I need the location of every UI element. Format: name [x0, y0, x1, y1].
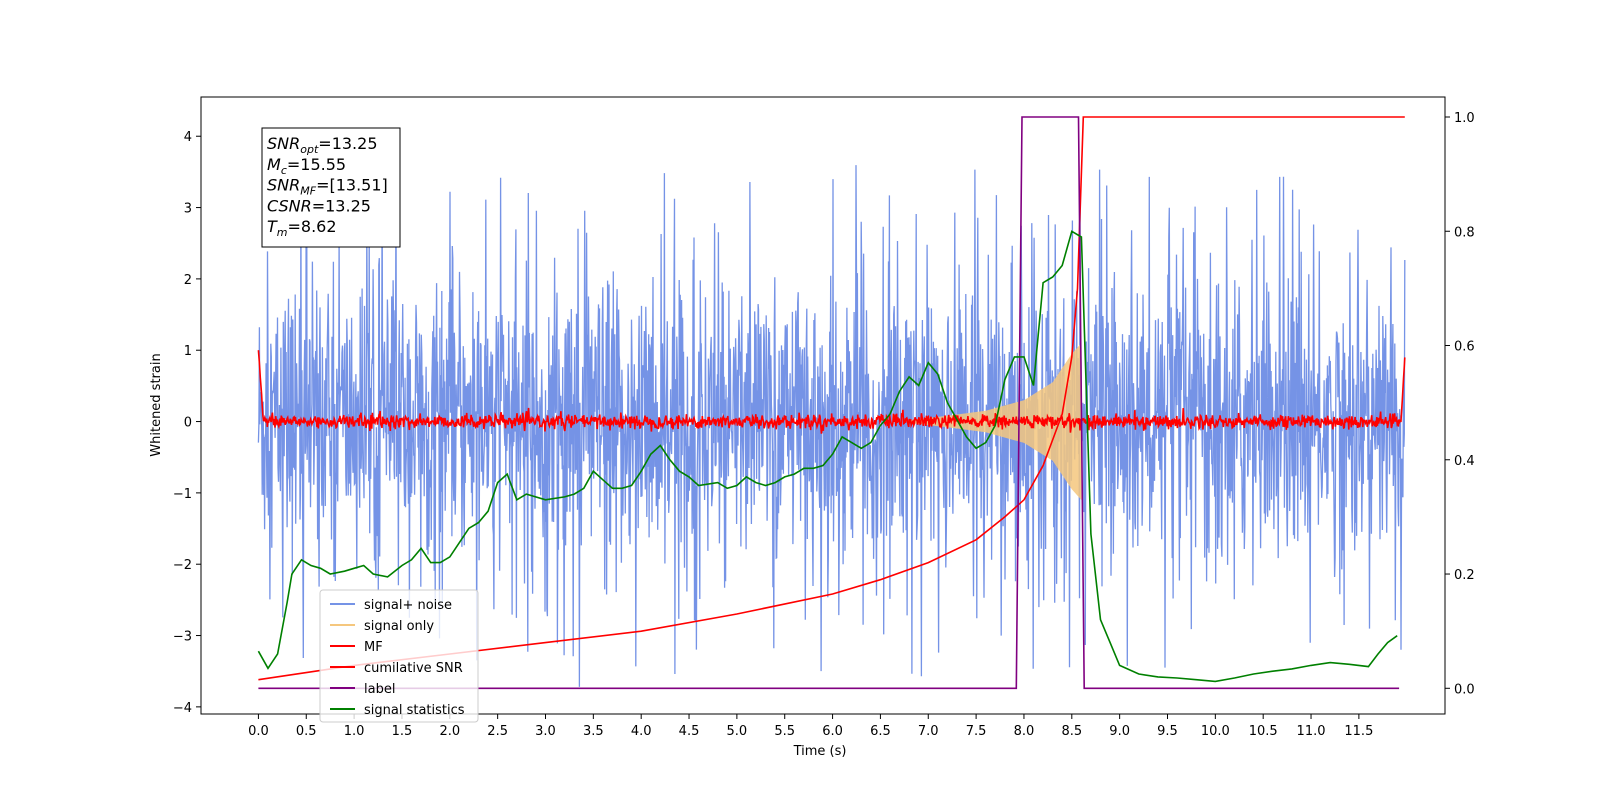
- x-tick-label: 7.5: [966, 724, 987, 739]
- x-axis-label: Time (s): [793, 744, 847, 759]
- x-tick-label: 3.5: [583, 724, 604, 739]
- x-tick-label: 0.0: [248, 724, 269, 739]
- series-mf-line: [257, 350, 1406, 434]
- series-label-line: [258, 116, 1400, 690]
- legend-label: label: [364, 682, 395, 697]
- y2-tick-label: 0.8: [1454, 225, 1475, 240]
- series-cumulative-snr-line: [258, 116, 1405, 681]
- plot-frame: [200, 96, 1446, 715]
- x-tick-label: 8.0: [1014, 724, 1035, 739]
- series-signal-statistics-line: [257, 230, 1398, 683]
- x-tick-label: 3.0: [535, 724, 556, 739]
- legend: signal+ noise signal only MF cumilative SNR…: [319, 589, 479, 723]
- y2-axis-ticks: 0.0 0.2 0.4 0.6 0.8 1.0: [1445, 111, 1475, 697]
- info-box-row: CSNR=13.25: [267, 196, 371, 215]
- x-tick-label: 6.0: [822, 724, 843, 739]
- y2-tick-label: 0.2: [1454, 568, 1475, 583]
- x-tick-label: 6.5: [870, 724, 891, 739]
- x-tick-label: 11.5: [1344, 724, 1373, 739]
- y-tick-label: 4: [184, 130, 192, 145]
- y-axis-label: Whitened strain: [149, 353, 164, 456]
- y-axis-ticks: −4 −3 −2 −1 0 1 2 3 4: [173, 130, 201, 716]
- info-box-frame: [261, 127, 401, 248]
- info-box-row: SNRopt=13.25: [267, 134, 378, 156]
- y-tick-label: −2: [173, 558, 192, 573]
- x-tick-label: 4.5: [679, 724, 700, 739]
- y2-tick-label: 0.6: [1454, 340, 1475, 355]
- y-tick-label: −4: [173, 701, 192, 716]
- legend-label: MF: [364, 640, 383, 655]
- y2-tick-label: 1.0: [1454, 111, 1475, 126]
- legend-label: cumilative SNR: [364, 661, 463, 676]
- y-tick-label: 3: [184, 202, 192, 217]
- x-tick-label: 9.0: [1109, 724, 1130, 739]
- info-box: SNRopt=13.25Mc=15.55SNRMF=[13.51]CSNR=13…: [261, 127, 401, 248]
- legend-label: signal statistics: [364, 703, 465, 718]
- y-tick-label: 0: [184, 416, 192, 431]
- y-tick-label: −3: [173, 630, 192, 645]
- legend-label: signal+ noise: [364, 598, 452, 613]
- x-axis-ticks: 0.0 0.5 1.0 1.5 2.0 2.5 3.0 3.5 4.0 4.5 5.0 5.5 6.0 6…: [248, 714, 1373, 739]
- x-tick-label: 0.5: [296, 724, 317, 739]
- y2-tick-label: 0.0: [1454, 682, 1475, 697]
- legend-label: signal only: [364, 619, 434, 634]
- y-tick-label: 2: [184, 273, 192, 288]
- y-tick-label: 1: [184, 344, 192, 359]
- x-tick-label: 11.0: [1297, 724, 1326, 739]
- x-tick-label: 4.0: [631, 724, 652, 739]
- x-tick-label: 2.5: [487, 724, 508, 739]
- info-box-row: Mc=15.55: [267, 155, 346, 177]
- plot-series: [257, 116, 1406, 690]
- x-tick-label: 5.5: [774, 724, 795, 739]
- info-box-row: SNRMF=[13.51]: [267, 176, 388, 198]
- x-tick-label: 10.5: [1249, 724, 1278, 739]
- x-tick-label: 1.0: [344, 724, 365, 739]
- x-tick-label: 5.0: [727, 724, 748, 739]
- x-tick-label: 7.0: [918, 724, 939, 739]
- y-tick-label: −1: [173, 487, 192, 502]
- info-box-row: Tm=8.62: [267, 217, 337, 239]
- y2-tick-label: 0.4: [1454, 454, 1475, 469]
- x-tick-label: 8.5: [1061, 724, 1082, 739]
- x-tick-label: 2.0: [439, 724, 460, 739]
- legend-frame: [319, 589, 479, 723]
- x-tick-label: 1.5: [392, 724, 413, 739]
- x-tick-label: 10.0: [1201, 724, 1230, 739]
- x-tick-label: 9.5: [1157, 724, 1178, 739]
